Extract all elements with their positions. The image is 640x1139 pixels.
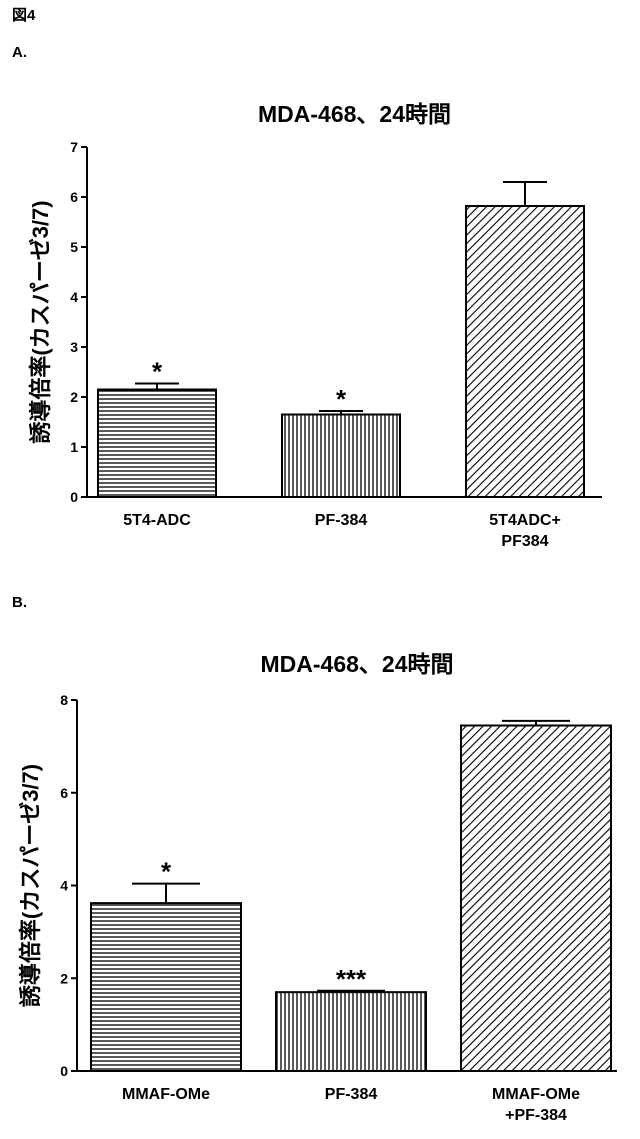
chart-b: MDA-468、24時間誘導倍率(カスパーゼ3/7) 0 2 4 6 8 * MMAF-OMe… — [0, 640, 640, 1139]
x-tick-label: PF-384 — [325, 1086, 378, 1103]
significance-marker: *** — [336, 964, 367, 994]
y-tick-label: 8 — [60, 692, 68, 708]
x-tick-label: 5T4ADC+ — [489, 512, 561, 529]
y-tick-label: 5 — [70, 239, 78, 255]
y-axis-label: 誘導倍率(カスパーゼ3/7) — [28, 200, 53, 443]
y-tick-label: 0 — [60, 1063, 68, 1079]
chart-title: MDA-468、24時間 — [258, 101, 451, 127]
y-tick-label: 4 — [70, 289, 78, 305]
bar — [276, 992, 426, 1071]
y-tick-label: 6 — [60, 785, 68, 801]
panel-b-label: B. — [12, 594, 27, 611]
bar — [282, 415, 400, 498]
y-axis-label: 誘導倍率(カスパーゼ3/7) — [18, 764, 43, 1007]
significance-marker: * — [336, 384, 347, 414]
bar — [91, 903, 241, 1071]
y-tick-label: 0 — [70, 489, 78, 505]
chart-a: MDA-468、24時間誘導倍率(カスパーゼ3/7) 0 1 2 3 4 5 6 7 * 5T4-A… — [0, 90, 640, 580]
x-tick-label: MMAF-OMe — [492, 1086, 580, 1103]
bar — [466, 206, 584, 497]
panel-a-label: A. — [12, 44, 27, 61]
y-tick-label: 4 — [60, 878, 68, 894]
y-tick-label: 1 — [70, 439, 78, 455]
x-tick-label: +PF-384 — [505, 1107, 567, 1124]
x-tick-label: 5T4-ADC — [123, 512, 191, 529]
chart-title: MDA-468、24時間 — [261, 651, 454, 677]
y-tick-label: 6 — [70, 189, 78, 205]
x-tick-label: MMAF-OMe — [122, 1086, 210, 1103]
x-tick-label: PF384 — [501, 533, 548, 550]
y-tick-label: 2 — [60, 970, 68, 986]
bar — [98, 390, 216, 498]
y-tick-label: 3 — [70, 339, 78, 355]
x-tick-label: PF-384 — [315, 512, 368, 529]
y-tick-label: 2 — [70, 389, 78, 405]
significance-marker: * — [152, 357, 163, 387]
figure-label: 図4 — [12, 4, 35, 25]
bar — [461, 726, 611, 1071]
y-tick-label: 7 — [70, 139, 78, 155]
significance-marker: * — [161, 857, 172, 887]
